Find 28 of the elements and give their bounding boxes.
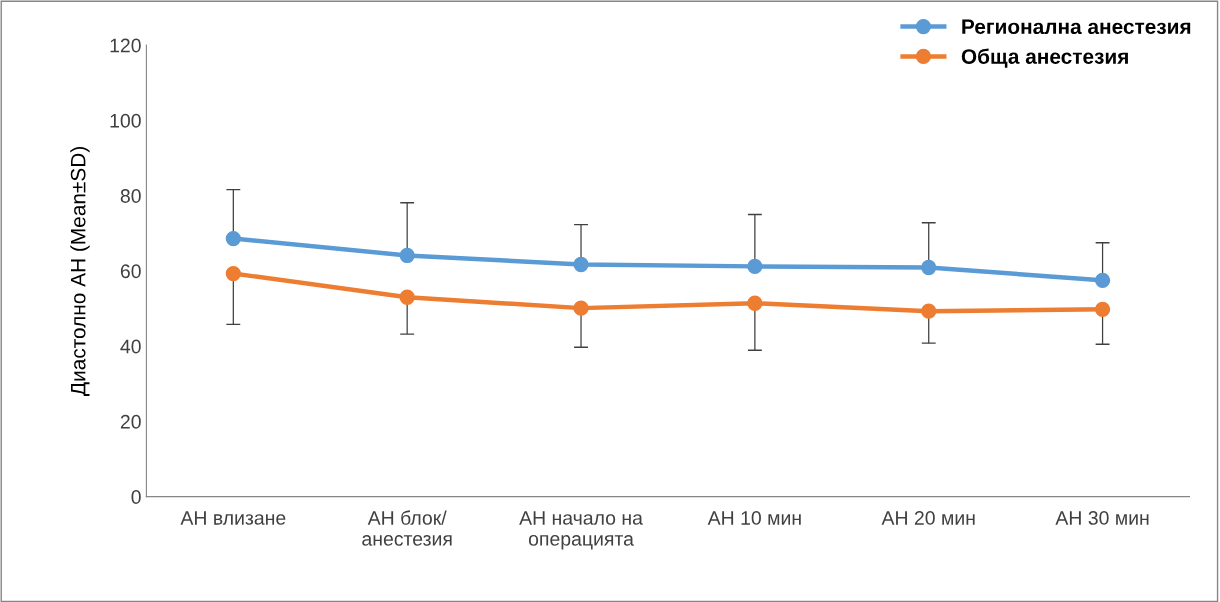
point [225, 265, 241, 282]
point [921, 259, 937, 276]
legend-label: Регионална анестезия [962, 19, 1191, 35]
x-tick-label: АН 20 мин [881, 511, 975, 525]
x-tick-label: АН 30 мин [1055, 511, 1149, 525]
point [399, 289, 415, 305]
legend-label: Обща анестезия [961, 48, 1128, 68]
y-tick-label: 40 [120, 339, 141, 354]
point [1094, 272, 1111, 288]
point [921, 303, 937, 319]
point [573, 300, 589, 316]
y-tick-label: 20 [120, 414, 141, 429]
point [225, 230, 241, 247]
point [399, 247, 415, 264]
point [747, 295, 763, 311]
x-tick-label: АН начало на операцията [519, 511, 643, 550]
point [1094, 301, 1111, 317]
x-tick-label: АН 10 мин [707, 511, 801, 525]
y-tick-label: 60 [120, 264, 141, 279]
x-tick-label: АН блок/ анестезия [362, 510, 452, 546]
x-tick-label: АН влизане [180, 511, 286, 525]
y-tick-label: 100 [110, 113, 141, 128]
y-tick-label: 80 [120, 189, 141, 203]
y-axis-title: Диастолно АН (Mean±SD) [70, 147, 90, 396]
y-tick-label: 120 [110, 38, 141, 53]
y-tick-label: 0 [131, 490, 141, 504]
point [573, 256, 589, 273]
point [747, 258, 763, 275]
